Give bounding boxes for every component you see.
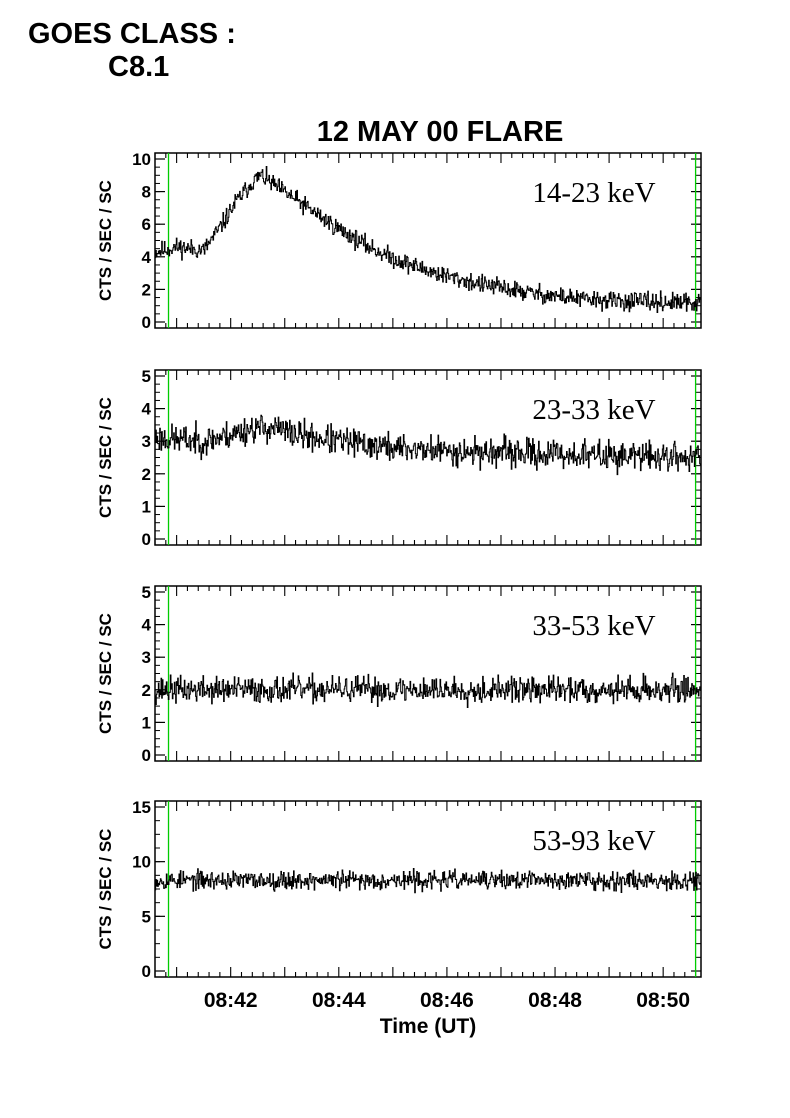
- count-rate-trace: [155, 868, 702, 894]
- y-tick-label: 6: [142, 215, 151, 234]
- y-tick-label: 1: [142, 497, 151, 516]
- y-axis-label: CTS / SEC / SC: [96, 829, 115, 950]
- y-axis-label: CTS / SEC / SC: [96, 180, 115, 301]
- y-tick-label: 0: [142, 962, 151, 981]
- energy-band-label: 53-93 keV: [532, 825, 655, 857]
- panel-53-93-kev: 0 5 10 15 53-93 keV CTS / SEC / SC: [96, 798, 702, 981]
- y-tick-label: 5: [142, 907, 151, 926]
- y-tick-label: 0: [142, 530, 151, 549]
- count-rate-trace: [155, 414, 702, 476]
- y-tick-label: 2: [142, 465, 151, 484]
- y-axis-label: CTS / SEC / SC: [96, 397, 115, 518]
- x-tick-label: 08:50: [636, 989, 690, 1012]
- y-tick-label: 5: [142, 583, 151, 602]
- x-tick-label: 08:44: [312, 989, 366, 1012]
- y-tick-label: 10: [132, 150, 151, 169]
- panel-23-33-kev: 0 1 2 3 4 5 23-33 keV CTS / SEC / SC: [96, 367, 702, 549]
- y-tick-label: 4: [142, 248, 152, 267]
- panel-14-23-kev: 0 2 4 6 8 10 14-23 keV CTS / SEC / SC: [96, 150, 702, 332]
- panel-33-53-kev: 0 1 2 3 4 5 33-53 keV CTS / SEC / SC: [96, 583, 702, 765]
- x-tick-label: 08:42: [204, 989, 258, 1012]
- goes-class-label: GOES CLASS : C8.1: [28, 18, 236, 85]
- y-tick-label: 4: [142, 616, 152, 635]
- y-axis-label: CTS / SEC / SC: [96, 613, 115, 734]
- count-rate-trace: [155, 672, 702, 709]
- chart-title: 12 MAY 00 FLARE: [317, 116, 564, 148]
- y-tick-label: 2: [142, 681, 151, 700]
- x-axis-label: Time (UT): [380, 1015, 476, 1038]
- y-tick-label: 8: [142, 183, 151, 202]
- x-tick-label: 08:48: [528, 989, 582, 1012]
- y-tick-label: 0: [142, 313, 151, 332]
- y-tick-label: 5: [142, 367, 151, 386]
- y-tick-label: 0: [142, 746, 151, 765]
- y-tick-label: 4: [142, 400, 152, 419]
- goes-class-heading: GOES CLASS :: [28, 18, 236, 50]
- y-tick-label: 10: [132, 853, 151, 872]
- count-rate-trace: [155, 165, 702, 313]
- y-tick-label: 1: [142, 713, 151, 732]
- x-tick-label: 08:46: [420, 989, 474, 1012]
- goes-class-value: C8.1: [108, 51, 170, 84]
- y-tick-label: 2: [142, 280, 151, 299]
- y-tick-label: 3: [142, 432, 151, 451]
- y-tick-label: 3: [142, 648, 151, 667]
- energy-band-label: 14-23 keV: [532, 177, 655, 209]
- energy-band-label: 23-33 keV: [532, 394, 655, 426]
- y-tick-label: 15: [132, 798, 151, 817]
- energy-band-label: 33-53 keV: [532, 610, 655, 642]
